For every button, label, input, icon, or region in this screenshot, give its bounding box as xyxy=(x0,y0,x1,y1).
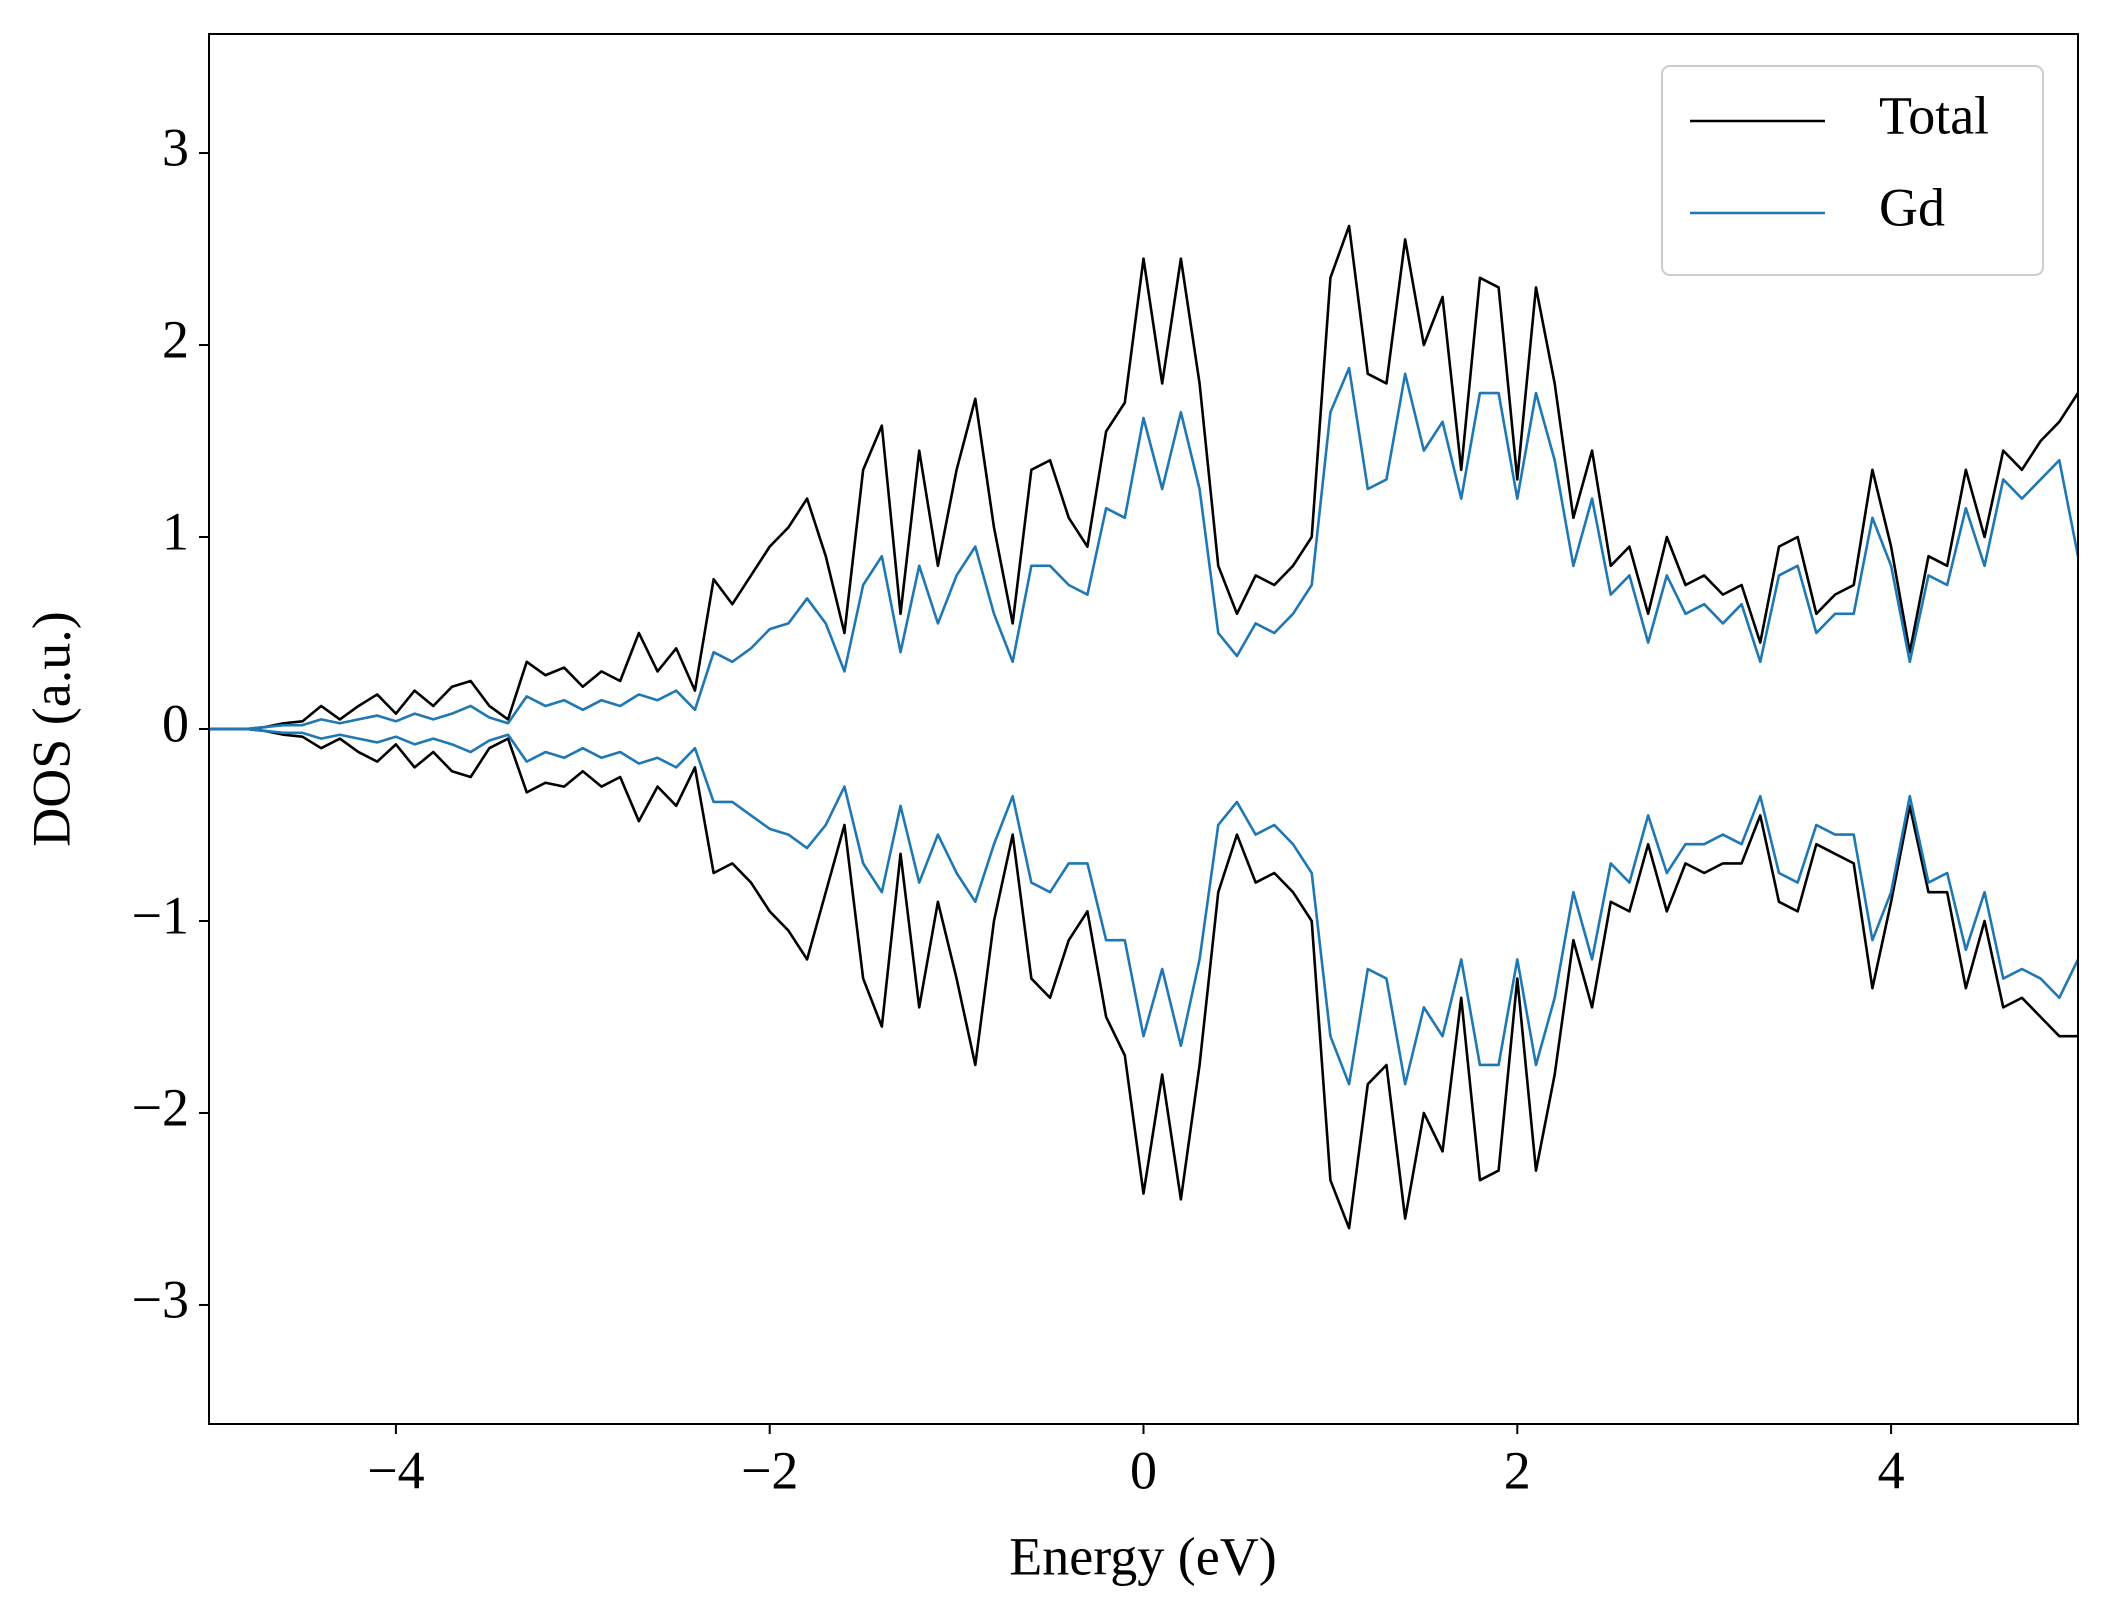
x-tick-label: 0 xyxy=(1130,1440,1157,1500)
legend-label: Gd xyxy=(1879,177,1945,237)
x-tick-label: −4 xyxy=(367,1440,424,1500)
y-tick-label: −2 xyxy=(132,1077,189,1137)
x-axis-label: Energy (eV) xyxy=(1009,1526,1276,1586)
legend-label: Total xyxy=(1879,85,1989,145)
dos-line xyxy=(209,224,2080,731)
dos-line xyxy=(209,366,2080,731)
y-tick-label: −3 xyxy=(132,1269,189,1329)
y-tick-label: 0 xyxy=(162,693,189,753)
x-tick-label: 4 xyxy=(1878,1440,1905,1500)
x-tick-label: −2 xyxy=(741,1440,798,1500)
x-tick-label: 2 xyxy=(1504,1440,1531,1500)
y-axis-label: DOS (a.u.) xyxy=(21,611,81,846)
dos-line xyxy=(209,727,2080,1086)
y-tick-label: 3 xyxy=(162,117,189,177)
dos-line xyxy=(209,727,2078,1230)
legend-frame xyxy=(1661,65,2044,276)
plot-area xyxy=(209,224,2080,1230)
y-tick-label: 2 xyxy=(162,309,189,369)
y-tick-label: 1 xyxy=(162,501,189,561)
y-tick-label: −1 xyxy=(132,885,189,945)
legend: Total Gd xyxy=(1661,65,2044,276)
